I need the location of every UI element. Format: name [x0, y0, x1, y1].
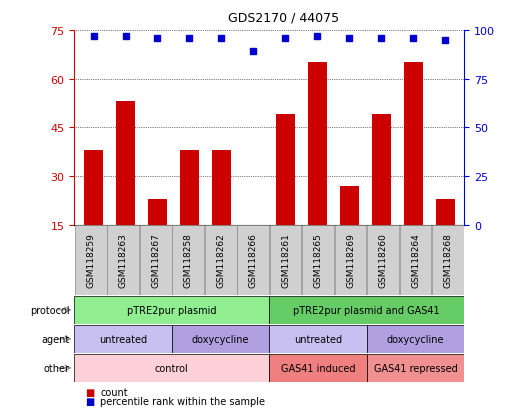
Bar — [371, 115, 391, 225]
Text: GSM118263: GSM118263 — [119, 233, 128, 287]
Bar — [367, 325, 464, 353]
Bar — [180, 151, 199, 225]
Text: untreated: untreated — [99, 334, 147, 344]
Text: GSM118258: GSM118258 — [184, 233, 192, 287]
Bar — [107, 225, 139, 295]
Text: GAS41 induced: GAS41 induced — [281, 363, 356, 373]
Bar — [116, 102, 135, 225]
Text: ■: ■ — [85, 396, 94, 406]
Bar — [270, 225, 302, 295]
Text: GSM118268: GSM118268 — [444, 233, 452, 287]
Bar — [400, 225, 431, 295]
Bar — [172, 325, 269, 353]
Bar — [367, 354, 464, 382]
Bar — [212, 151, 231, 225]
Text: GSM118260: GSM118260 — [379, 233, 387, 287]
Bar — [269, 354, 367, 382]
Bar — [74, 325, 172, 353]
Text: percentile rank within the sample: percentile rank within the sample — [100, 396, 265, 406]
Text: GAS41 repressed: GAS41 repressed — [373, 363, 458, 373]
Bar — [269, 325, 367, 353]
Bar — [432, 225, 464, 295]
Bar — [367, 225, 399, 295]
Text: count: count — [100, 387, 128, 397]
Text: GSM118266: GSM118266 — [249, 233, 258, 287]
Text: protocol: protocol — [30, 305, 69, 315]
Bar — [244, 225, 263, 264]
Bar — [308, 63, 327, 225]
Bar — [340, 186, 359, 225]
Text: GSM118259: GSM118259 — [86, 233, 95, 287]
Text: ■: ■ — [85, 387, 94, 397]
Text: control: control — [155, 363, 189, 373]
Bar — [269, 296, 464, 324]
Bar — [74, 296, 269, 324]
Bar — [74, 354, 269, 382]
Text: GSM118265: GSM118265 — [313, 233, 323, 287]
Text: doxycycline: doxycycline — [192, 334, 249, 344]
Text: untreated: untreated — [294, 334, 342, 344]
Text: doxycycline: doxycycline — [387, 334, 444, 344]
Bar — [172, 225, 204, 295]
Bar — [237, 225, 269, 295]
Bar — [436, 199, 455, 225]
Text: other: other — [43, 363, 69, 373]
Bar — [302, 225, 334, 295]
Bar — [275, 115, 295, 225]
Text: GSM118264: GSM118264 — [411, 233, 420, 287]
Text: GSM118267: GSM118267 — [151, 233, 160, 287]
Text: GSM118262: GSM118262 — [216, 233, 225, 287]
Text: pTRE2pur plasmid and GAS41: pTRE2pur plasmid and GAS41 — [293, 305, 440, 315]
Bar — [84, 151, 103, 225]
Bar — [140, 225, 171, 295]
Text: pTRE2pur plasmid: pTRE2pur plasmid — [127, 305, 216, 315]
Text: GSM118261: GSM118261 — [281, 233, 290, 287]
Bar — [334, 225, 366, 295]
Bar — [75, 225, 107, 295]
Bar — [205, 225, 236, 295]
Text: GSM118269: GSM118269 — [346, 233, 355, 287]
Text: agent: agent — [41, 334, 69, 344]
Text: GDS2170 / 44075: GDS2170 / 44075 — [228, 12, 340, 25]
Bar — [148, 199, 167, 225]
Bar — [404, 63, 423, 225]
